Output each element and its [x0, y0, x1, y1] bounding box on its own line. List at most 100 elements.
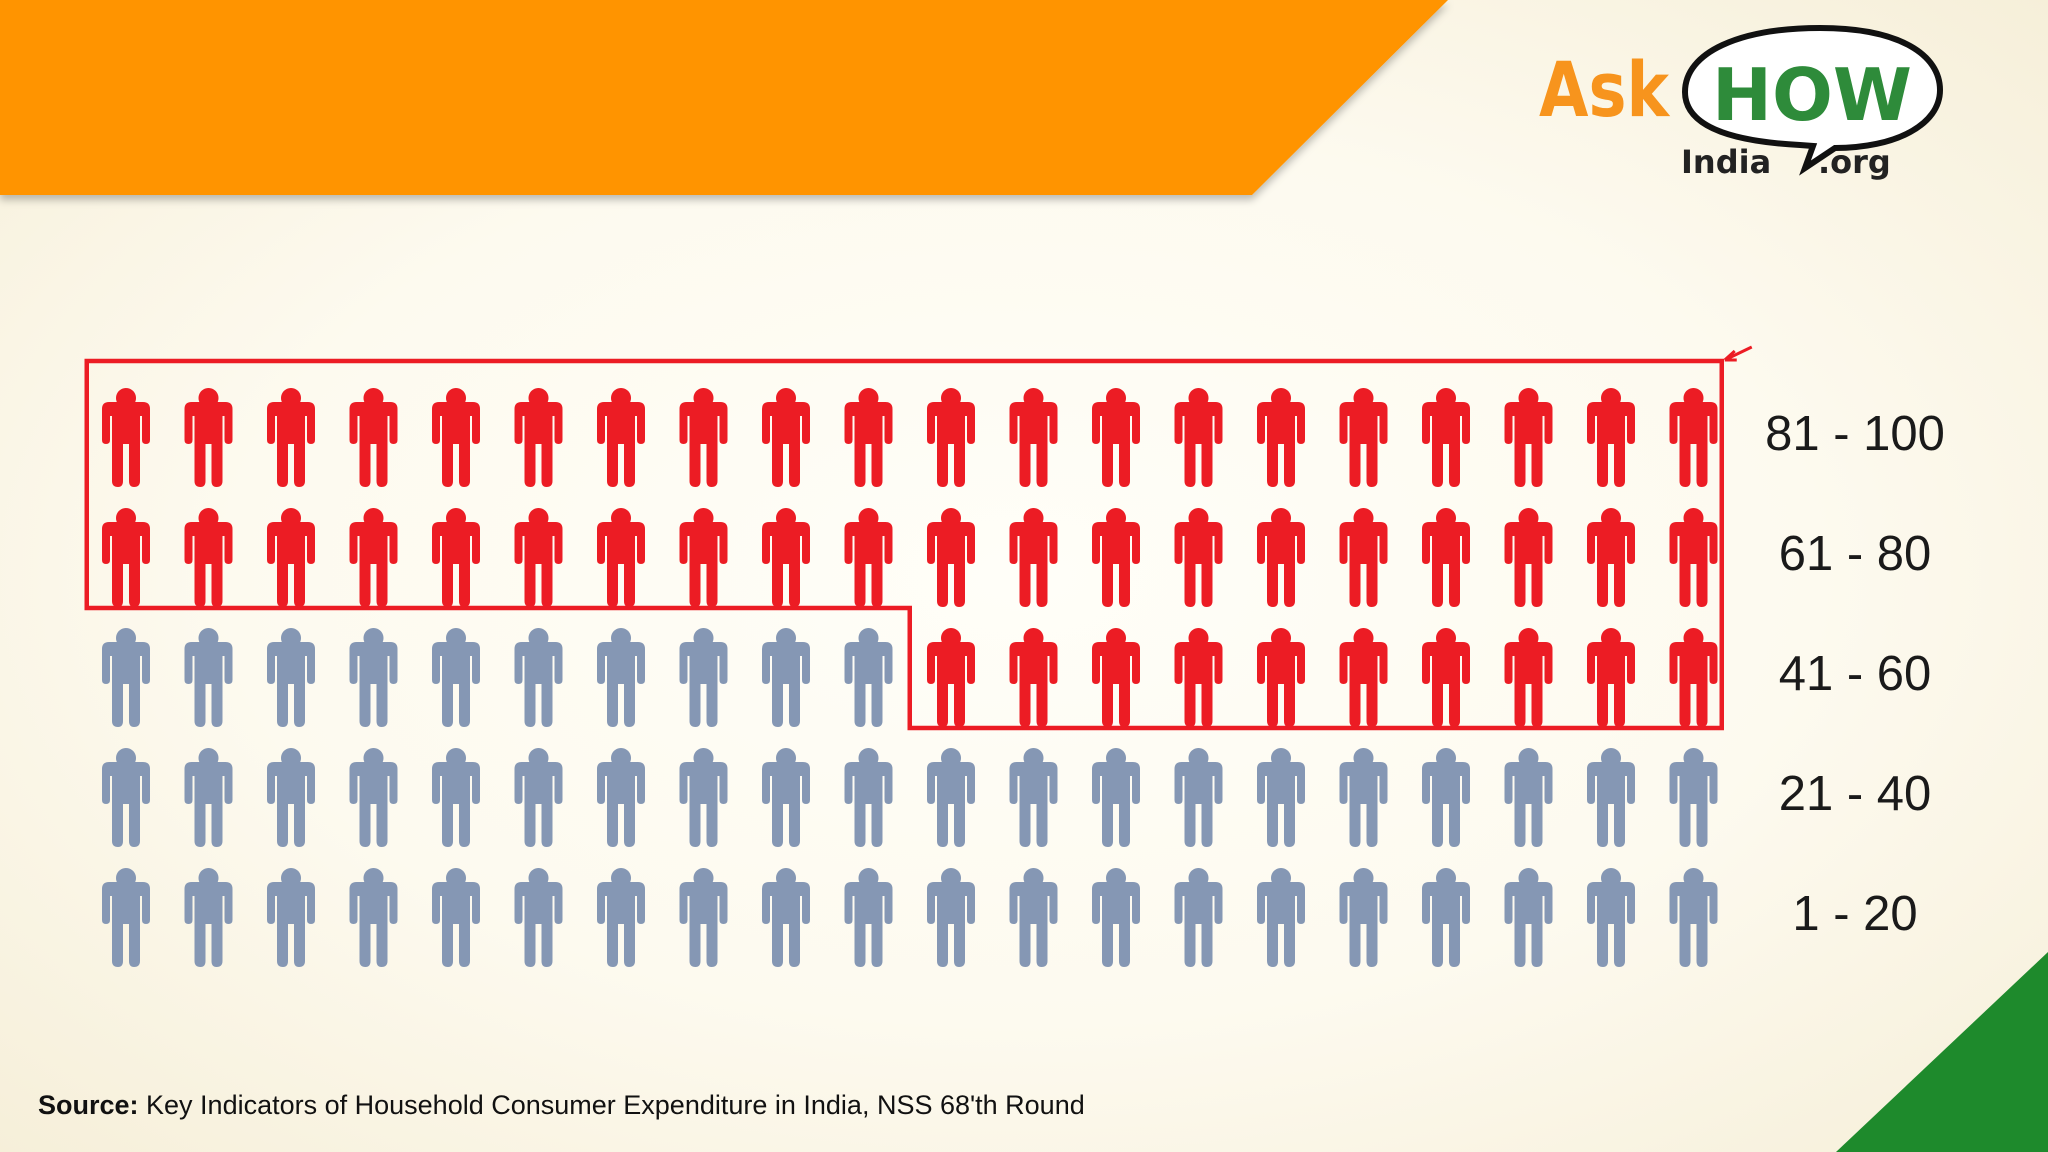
- person-icon: [102, 868, 150, 967]
- person-icons: [102, 388, 1718, 967]
- person-icon: [267, 868, 315, 967]
- person-icon: [927, 748, 975, 847]
- banner-shape: [0, 0, 1448, 195]
- person-icon: [597, 868, 645, 967]
- person-icon-highlighted: [184, 508, 233, 607]
- person-icon: [1174, 748, 1223, 847]
- person-icon: [679, 868, 728, 967]
- person-icon-highlighted: [679, 508, 728, 607]
- person-icon: [184, 628, 233, 727]
- person-icon-highlighted: [927, 508, 975, 607]
- person-icon: [679, 748, 728, 847]
- person-icon: [762, 868, 810, 967]
- person-icon: [514, 628, 563, 727]
- person-icon-highlighted: [1504, 388, 1553, 487]
- person-icon-highlighted: [597, 388, 645, 487]
- person-icon-highlighted: [762, 388, 810, 487]
- person-icon-highlighted: [1257, 388, 1305, 487]
- person-icon: [349, 628, 398, 727]
- person-icon: [267, 748, 315, 847]
- person-icon: [597, 748, 645, 847]
- person-icon: [1669, 748, 1718, 847]
- person-icon-highlighted: [1339, 628, 1388, 727]
- person-icon-highlighted: [597, 508, 645, 607]
- person-icon: [184, 868, 233, 967]
- person-icon-highlighted: [1504, 508, 1553, 607]
- person-icon: [432, 748, 480, 847]
- corner-shape: [1836, 952, 2048, 1152]
- person-icon-highlighted: [267, 388, 315, 487]
- person-icon-highlighted: [1587, 508, 1635, 607]
- person-icon-highlighted: [1257, 508, 1305, 607]
- person-icon-highlighted: [432, 388, 480, 487]
- person-icon: [1009, 868, 1058, 967]
- person-icon: [432, 628, 480, 727]
- logo-how: HOW: [1712, 53, 1912, 137]
- person-icon-highlighted: [1092, 508, 1140, 607]
- row-label: 1 - 20: [1792, 887, 1917, 941]
- person-icon-highlighted: [1587, 628, 1635, 727]
- person-icon-highlighted: [1009, 628, 1058, 727]
- person-icon: [514, 868, 563, 967]
- person-icon-highlighted: [1092, 388, 1140, 487]
- person-icon: [927, 868, 975, 967]
- person-icon-highlighted: [1339, 508, 1388, 607]
- highlight-outline: [84, 358, 1724, 731]
- person-icon-highlighted: [1174, 388, 1223, 487]
- row-label: 21 - 40: [1779, 767, 1932, 821]
- source-label: Source:: [38, 1090, 139, 1120]
- person-icon-highlighted: [1422, 388, 1470, 487]
- row-labels: 81 - 100 61 - 80 41 - 60 21 - 40 1 - 20: [1765, 407, 1945, 941]
- header-banner: [0, 0, 1448, 195]
- person-icon-highlighted: [514, 508, 563, 607]
- person-icon-highlighted: [1422, 628, 1470, 727]
- person-icon: [1504, 748, 1553, 847]
- person-icon-highlighted: [762, 508, 810, 607]
- person-icon-highlighted: [844, 388, 893, 487]
- row-label: 81 - 100: [1765, 407, 1945, 461]
- person-icon-highlighted: [1669, 388, 1718, 487]
- person-icon-highlighted: [102, 508, 150, 607]
- person-icon: [844, 868, 893, 967]
- person-icon-highlighted: [927, 628, 975, 727]
- person-icon: [762, 748, 810, 847]
- person-icon-highlighted: [1174, 508, 1223, 607]
- person-icon: [432, 868, 480, 967]
- person-icon-highlighted: [1339, 388, 1388, 487]
- person-icon-highlighted: [349, 388, 398, 487]
- logo-india: India: [1681, 143, 1771, 181]
- person-icon: [1669, 868, 1718, 967]
- person-icon: [102, 628, 150, 727]
- person-icon: [1422, 748, 1470, 847]
- speech-bubble-icon: [1681, 24, 1944, 176]
- person-icon-highlighted: [1504, 628, 1553, 727]
- person-icon: [762, 628, 810, 727]
- person-icon-highlighted: [432, 508, 480, 607]
- corner-accent: [1836, 952, 2048, 1152]
- logo-ask: Ask: [1539, 45, 1670, 134]
- pictogram-chart: 81 - 100 61 - 80 41 - 60 21 - 40 1 - 20: [84, 345, 1945, 967]
- person-icon-highlighted: [267, 508, 315, 607]
- person-icon: [844, 748, 893, 847]
- row-label: 41 - 60: [1779, 647, 1932, 701]
- person-icon: [844, 628, 893, 727]
- person-icon-highlighted: [1174, 628, 1223, 727]
- source-note: Source: Key Indicators of Household Cons…: [38, 1090, 1085, 1121]
- person-icon-highlighted: [349, 508, 398, 607]
- row-label: 61 - 80: [1779, 527, 1932, 581]
- person-icon: [1587, 748, 1635, 847]
- person-icon: [1092, 748, 1140, 847]
- person-icon: [1504, 868, 1553, 967]
- person-icon-highlighted: [1669, 628, 1718, 727]
- person-icon: [597, 628, 645, 727]
- source-text: Key Indicators of Household Consumer Exp…: [138, 1090, 1085, 1120]
- person-icon-highlighted: [102, 388, 150, 487]
- person-icon: [349, 868, 398, 967]
- logo-org: .org: [1818, 143, 1891, 181]
- person-icon: [184, 748, 233, 847]
- person-icon: [1257, 748, 1305, 847]
- person-icon-highlighted: [1422, 508, 1470, 607]
- person-icon: [1587, 868, 1635, 967]
- person-icon-highlighted: [1009, 508, 1058, 607]
- person-icon-highlighted: [1587, 388, 1635, 487]
